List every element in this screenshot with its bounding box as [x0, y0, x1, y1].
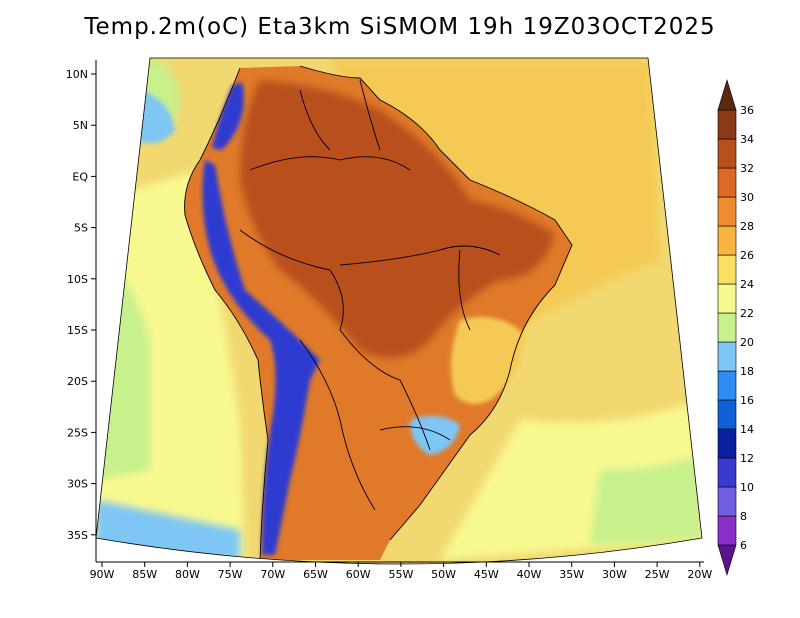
colorbar-label: 26 — [740, 249, 754, 262]
colorbar-label: 22 — [740, 307, 754, 320]
colorbar-label: 34 — [740, 133, 754, 146]
lon-tick-group: 90W 85W 80W 75W 70W 65W 60W 55W 50W 45W 40W 35W 30W 2… — [90, 562, 712, 581]
colorbar-label: 16 — [740, 394, 754, 407]
colorbar-label: 28 — [740, 220, 754, 233]
colorbar-label: 14 — [740, 423, 754, 436]
colorbar-label: 12 — [740, 452, 754, 465]
central-hot-zone — [240, 80, 555, 358]
colorbar-box — [717, 167, 737, 198]
colorbar-box — [717, 486, 737, 517]
colorbar-box — [717, 370, 737, 401]
lon-tick-label: 35W — [559, 568, 584, 581]
colorbar-label: 30 — [740, 191, 754, 204]
lon-tick-label: 60W — [346, 568, 371, 581]
colorbar-label: 20 — [740, 336, 754, 349]
lat-tick-label: 10N — [66, 68, 88, 81]
colorbar-box — [717, 428, 737, 459]
lon-tick-label: 90W — [90, 568, 115, 581]
colorbar-box — [717, 341, 737, 372]
lon-tick-label: 30W — [602, 568, 627, 581]
domain-outline — [95, 57, 703, 565]
lon-tick-label: 40W — [517, 568, 542, 581]
colorbar-box — [717, 254, 737, 285]
temperature-field — [96, 58, 702, 564]
lon-tick-label: 80W — [175, 568, 200, 581]
lat-tick-label: 10S — [67, 273, 88, 286]
country-borders — [184, 65, 573, 561]
colorbar-box — [717, 457, 737, 488]
map-title: Temp.2m(oC) Eta3km SiSMOM 19h 19Z03OCT20… — [84, 14, 716, 40]
lat-tick-label: 25S — [67, 426, 88, 439]
lon-tick-label: 55W — [388, 568, 413, 581]
andes-north-cold — [212, 82, 244, 150]
colorbar-lower-triangle — [717, 544, 737, 577]
lat-tick-label: 20S — [67, 375, 88, 388]
colorbar-box — [717, 138, 737, 169]
colorbar-box — [717, 196, 737, 227]
lon-tick-label: 50W — [431, 568, 456, 581]
lon-tick-label: 85W — [132, 568, 157, 581]
colorbar-label: 10 — [740, 481, 754, 494]
lon-tick-label: 75W — [218, 568, 243, 581]
lat-tick-label: 5S — [74, 222, 88, 235]
lon-tick-label: 45W — [474, 568, 499, 581]
colorbar-label: 8 — [740, 510, 747, 523]
colorbar-box — [717, 109, 737, 140]
lon-tick-label: 70W — [260, 568, 285, 581]
south-atlantic-cold — [590, 455, 702, 545]
colorbar-label: 18 — [740, 365, 754, 378]
colorbar-label: 32 — [740, 162, 754, 175]
andes-cold-strip — [202, 160, 320, 555]
colorbar-box — [717, 515, 737, 546]
lat-tick-label: 35S — [67, 529, 88, 542]
lat-tick-label: 15S — [67, 324, 88, 337]
colorbar-box — [717, 312, 737, 343]
colorbar-box — [717, 225, 737, 256]
lat-tick-label: 30S — [67, 478, 88, 491]
colorbar-box — [717, 399, 737, 430]
colorbar: 6 8 10 12 14 16 18 20 22 24 26 28 30 32 34 36 — [717, 78, 754, 577]
colorbar-upper-triangle — [717, 78, 737, 111]
lon-tick-label: 20W — [687, 568, 712, 581]
lat-tick-group: 10N 5N EQ 5S 10S 15S 20S 25S 30S 35S — [66, 68, 96, 542]
colorbar-label: 36 — [740, 104, 754, 117]
lon-tick-label: 25W — [645, 568, 670, 581]
colorbar-label: 24 — [740, 278, 754, 291]
colorbar-label: 6 — [740, 539, 747, 552]
lat-tick-label: EQ — [72, 170, 88, 183]
lat-tick-label: 5N — [73, 119, 88, 132]
lon-tick-label: 65W — [303, 568, 328, 581]
colorbar-box — [717, 283, 737, 314]
south-brazil-cool — [410, 416, 460, 455]
